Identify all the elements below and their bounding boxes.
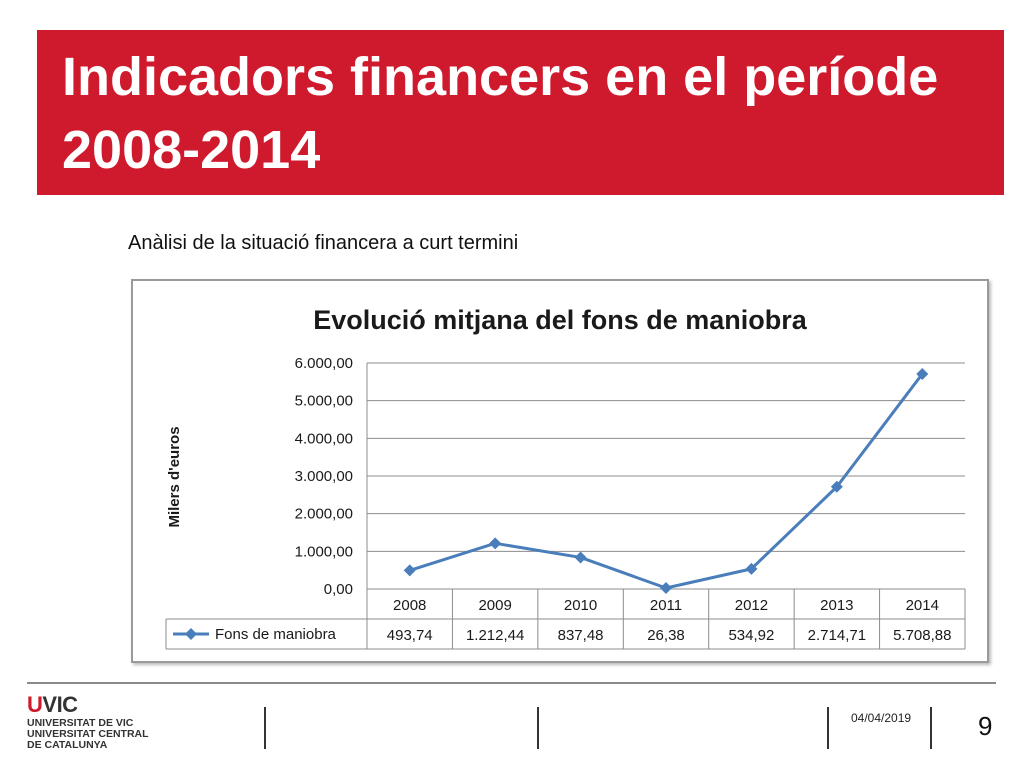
logo-mark-u: U xyxy=(27,692,43,717)
legend-label: Fons de maniobra xyxy=(215,626,337,643)
data-point xyxy=(403,564,416,577)
footer-separator xyxy=(930,707,932,749)
data-label: 837,48 xyxy=(558,627,604,644)
logo-mark: UVIC xyxy=(27,692,149,718)
slide-subtitle: Anàlisi de la situació financera a curt … xyxy=(128,232,519,254)
data-label: 534,92 xyxy=(728,627,774,644)
logo-mark-vic: VIC xyxy=(42,692,78,717)
chart-frame: Evolució mitjana del fons de maniobra Mil… xyxy=(131,279,989,663)
footer-separator xyxy=(264,707,266,749)
data-point xyxy=(745,562,758,575)
x-tick-label: 2010 xyxy=(564,597,597,614)
data-label: 493,74 xyxy=(387,627,433,644)
series-line xyxy=(409,373,924,590)
footer-separator xyxy=(827,707,829,749)
data-point xyxy=(489,537,502,550)
logo-line-3: DE CATALUNYA xyxy=(27,739,108,751)
data-label: 2.714,71 xyxy=(808,627,866,644)
y-tick-label: 6.000,00 xyxy=(295,355,353,372)
university-logo: UVIC UNIVERSITAT DE VIC UNIVERSITAT CENT… xyxy=(27,692,149,751)
title-banner xyxy=(37,30,1004,195)
y-tick-label: 1.000,00 xyxy=(295,543,353,560)
y-tick-label: 2.000,00 xyxy=(295,506,353,523)
data-point xyxy=(660,582,672,595)
footer-divider xyxy=(27,682,996,684)
legend-marker xyxy=(185,628,197,640)
x-tick-label: 2009 xyxy=(478,597,511,614)
page-number: 9 xyxy=(978,711,993,741)
slide-title: Indicadors financers en el període 2008-… xyxy=(62,47,939,180)
y-axis-label: Milers d'euros xyxy=(166,426,183,527)
x-tick-label: 2014 xyxy=(906,597,939,614)
logo-line-1: UNIVERSITAT DE VIC xyxy=(27,717,134,729)
x-tick-label: 2011 xyxy=(650,597,682,614)
data-label: 5.708,88 xyxy=(893,627,951,644)
chart-title: Evolució mitjana del fons de maniobra xyxy=(313,305,808,335)
y-tick-label: 0,00 xyxy=(324,581,353,598)
y-tick-label: 4.000,00 xyxy=(295,430,353,447)
data-point xyxy=(574,551,587,564)
footer-separator xyxy=(537,707,539,749)
y-tick-label: 3.000,00 xyxy=(295,468,353,485)
data-label: 1.212,44 xyxy=(466,627,524,644)
line-chart: Evolució mitjana del fons de maniobra Mil… xyxy=(165,305,966,650)
data-point xyxy=(916,367,929,380)
slide-date: 04/04/2019 xyxy=(851,711,912,725)
data-label: 26,38 xyxy=(647,627,685,644)
x-tick-label: 2012 xyxy=(735,597,768,614)
logo-line-2: UNIVERSITAT CENTRAL xyxy=(27,728,149,740)
x-tick-label: 2013 xyxy=(820,597,853,614)
x-tick-label: 2008 xyxy=(393,597,426,614)
data-point xyxy=(830,480,843,493)
y-tick-label: 5.000,00 xyxy=(295,393,353,410)
